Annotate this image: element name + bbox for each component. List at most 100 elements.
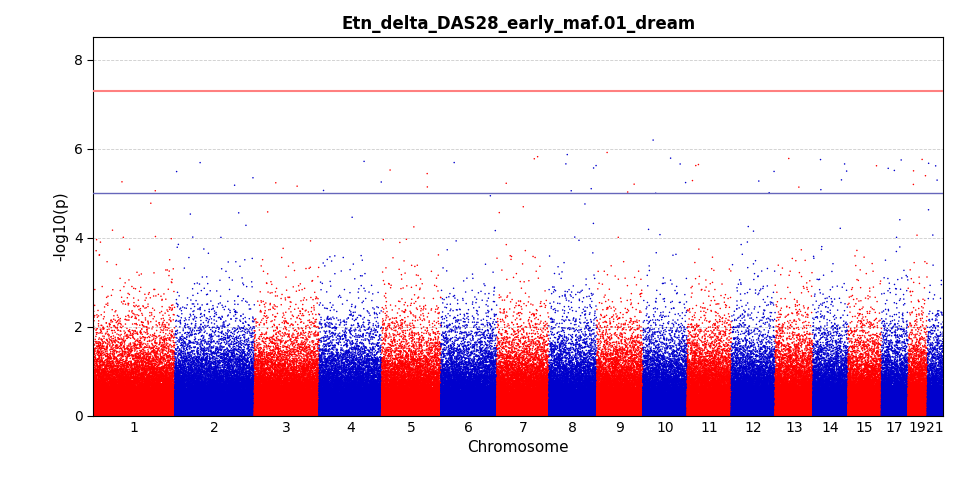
Point (262, 410, 277, 418)
Point (759, 301, 775, 309)
Point (701, 412, 716, 420)
Point (655, 407, 670, 414)
Point (170, 404, 185, 412)
Point (306, 399, 322, 407)
Point (181, 407, 197, 414)
Point (810, 362, 826, 370)
Point (780, 388, 796, 396)
Point (858, 408, 874, 416)
Point (757, 349, 773, 357)
Point (451, 391, 467, 399)
Point (245, 313, 260, 321)
Point (214, 397, 229, 405)
Point (515, 389, 530, 396)
Point (133, 409, 149, 417)
Point (383, 386, 398, 394)
Point (363, 403, 378, 410)
Point (270, 405, 285, 412)
Point (117, 408, 132, 415)
Point (371, 400, 386, 408)
Point (404, 262, 420, 269)
Point (345, 382, 360, 390)
Point (853, 395, 869, 403)
Point (525, 400, 540, 408)
Point (516, 398, 532, 406)
Point (841, 409, 856, 417)
Point (697, 394, 712, 401)
Point (465, 406, 480, 413)
Point (227, 409, 242, 417)
Point (656, 408, 671, 416)
Point (165, 404, 180, 412)
Point (132, 402, 147, 410)
Point (865, 389, 880, 396)
Point (271, 372, 286, 380)
Point (669, 401, 684, 408)
Point (371, 402, 386, 409)
Point (551, 408, 566, 416)
Point (456, 383, 471, 390)
Point (868, 404, 883, 411)
Point (214, 355, 229, 362)
Point (803, 411, 818, 419)
Point (264, 377, 279, 385)
Point (382, 409, 397, 417)
Point (462, 399, 477, 407)
Point (784, 360, 800, 368)
Point (438, 374, 453, 382)
Point (497, 385, 513, 393)
Point (908, 363, 924, 371)
Point (612, 356, 627, 363)
Point (475, 409, 491, 417)
Point (829, 394, 845, 402)
Point (416, 401, 431, 408)
Point (250, 392, 265, 400)
Point (921, 383, 936, 390)
Point (584, 399, 599, 407)
Point (87, 412, 103, 420)
Point (513, 350, 528, 358)
Point (605, 397, 620, 405)
Point (238, 400, 253, 408)
Point (815, 381, 830, 389)
Point (413, 399, 428, 407)
Point (889, 396, 904, 404)
Point (489, 409, 504, 417)
Point (764, 393, 780, 400)
Point (342, 383, 357, 390)
Point (924, 411, 939, 419)
Point (543, 408, 559, 416)
Point (862, 402, 877, 409)
Point (596, 366, 612, 374)
Point (913, 359, 928, 366)
Point (643, 391, 659, 398)
Point (561, 345, 576, 353)
Point (843, 402, 858, 410)
Point (448, 401, 464, 408)
Point (705, 410, 720, 418)
Point (387, 396, 402, 403)
Point (727, 401, 742, 409)
Point (523, 370, 539, 378)
Point (719, 404, 734, 411)
Point (425, 403, 441, 410)
Point (529, 267, 544, 275)
Point (353, 406, 369, 414)
Point (836, 384, 852, 391)
Point (406, 410, 421, 418)
Point (452, 377, 468, 384)
Point (303, 410, 319, 418)
Point (293, 412, 308, 420)
Point (883, 378, 899, 385)
Point (864, 406, 879, 413)
Point (566, 400, 582, 408)
Point (667, 381, 683, 389)
Point (447, 408, 463, 416)
Point (516, 371, 532, 378)
Point (255, 411, 271, 419)
Point (657, 400, 672, 408)
Point (703, 407, 718, 415)
Point (825, 412, 840, 420)
Point (157, 408, 173, 416)
Point (180, 396, 195, 404)
